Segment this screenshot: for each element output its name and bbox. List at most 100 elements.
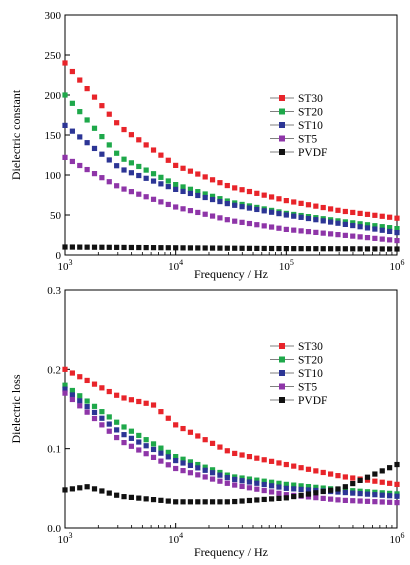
data-point	[239, 478, 245, 484]
legend-item: ST30	[270, 341, 323, 353]
data-point	[335, 232, 341, 238]
data-point	[232, 450, 238, 457]
data-point	[232, 218, 238, 224]
data-point	[106, 490, 112, 496]
data-point	[209, 499, 216, 505]
data-point	[357, 234, 363, 240]
data-point	[91, 145, 98, 152]
data-point	[180, 188, 186, 195]
data-point	[187, 470, 194, 476]
data-point	[187, 499, 194, 505]
data-point	[143, 400, 149, 406]
data-point	[77, 393, 83, 399]
data-point	[364, 477, 371, 483]
data-point	[239, 219, 245, 225]
data-point	[394, 230, 400, 236]
data-point	[313, 217, 319, 223]
series-st10	[62, 122, 400, 236]
data-point	[283, 212, 289, 218]
data-point	[239, 245, 245, 251]
data-point	[158, 181, 164, 187]
data-point	[150, 178, 157, 184]
data-point	[357, 477, 363, 483]
data-point	[364, 498, 371, 504]
data-point	[298, 228, 304, 234]
data-point	[69, 100, 75, 106]
data-point	[268, 224, 275, 230]
legend-label: ST10	[298, 368, 323, 380]
legend-label: ST5	[298, 134, 317, 146]
data-point	[276, 484, 282, 490]
legend-item: ST10	[270, 368, 323, 380]
data-point	[261, 245, 267, 252]
data-point	[268, 194, 275, 200]
data-point	[180, 499, 186, 505]
x-tick-base: 10	[390, 534, 402, 546]
data-point	[202, 194, 208, 201]
data-point	[254, 245, 260, 251]
data-point	[209, 213, 216, 219]
data-point	[283, 246, 289, 252]
y-axis-title: Dielectric constant	[9, 89, 23, 180]
data-point	[291, 486, 297, 492]
y-tick-label: 300	[45, 10, 62, 22]
data-point	[342, 208, 348, 215]
data-point	[114, 492, 120, 498]
data-point	[364, 235, 371, 241]
data-point	[357, 210, 363, 216]
data-point	[254, 497, 260, 503]
data-point	[372, 226, 378, 232]
data-point	[261, 487, 267, 494]
data-point	[62, 154, 68, 160]
data-point	[394, 226, 400, 232]
data-point	[99, 134, 105, 140]
data-point	[62, 390, 68, 396]
data-point	[387, 214, 393, 220]
data-point	[158, 450, 164, 456]
data-point	[114, 434, 120, 441]
data-point	[195, 433, 201, 439]
data-point	[128, 160, 134, 166]
data-point	[62, 92, 68, 98]
legend-marker	[279, 370, 285, 376]
data-point	[305, 491, 312, 497]
series-st20	[62, 92, 400, 232]
data-point	[283, 461, 289, 468]
data-point	[350, 480, 356, 487]
series-st5	[62, 154, 400, 244]
data-point	[387, 493, 393, 499]
data-point	[158, 458, 164, 464]
data-point	[150, 496, 157, 503]
data-point	[69, 396, 75, 403]
data-point	[62, 122, 68, 128]
data-point	[387, 228, 393, 235]
data-point	[128, 244, 134, 251]
legend-label: ST30	[298, 341, 323, 353]
x-axis-title: Frequency / Hz	[194, 267, 268, 281]
data-point	[173, 245, 179, 251]
data-point	[77, 403, 83, 409]
data-point	[291, 493, 297, 500]
data-point	[77, 109, 83, 115]
data-point	[114, 419, 120, 425]
data-point	[313, 484, 319, 490]
data-point	[232, 498, 238, 505]
data-point	[180, 245, 186, 251]
data-point	[114, 244, 120, 250]
data-point	[246, 205, 253, 211]
data-point	[224, 499, 230, 505]
data-point	[394, 246, 400, 252]
data-point	[283, 492, 289, 498]
data-point	[121, 432, 127, 438]
data-point	[224, 480, 230, 486]
data-point	[254, 480, 260, 486]
data-point	[276, 480, 282, 486]
data-point	[320, 218, 326, 224]
data-point	[84, 409, 90, 415]
data-point	[173, 454, 179, 460]
y-tick-label: 200	[45, 90, 62, 102]
data-point	[69, 244, 75, 250]
data-point	[69, 387, 75, 394]
data-point	[350, 246, 356, 252]
